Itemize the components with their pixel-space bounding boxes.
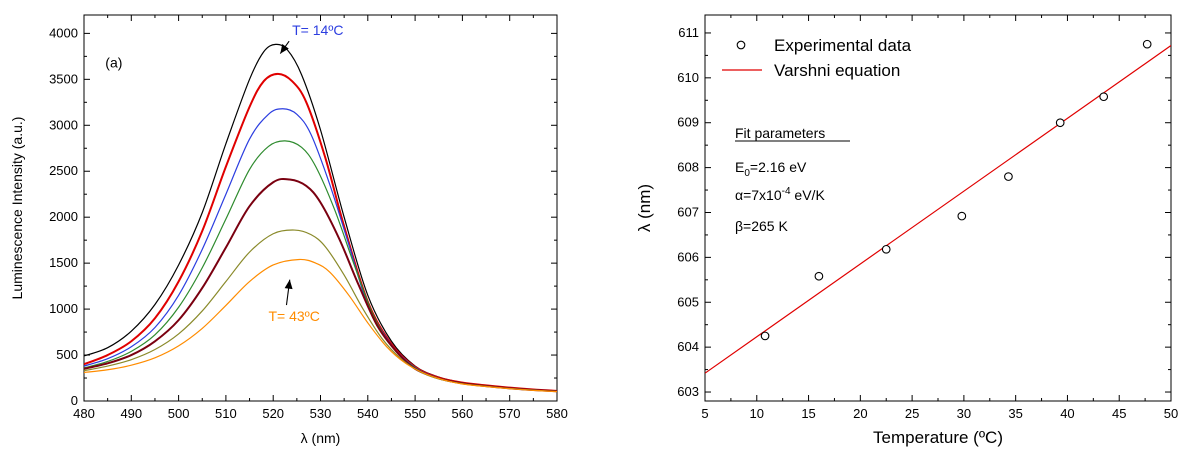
chart-a-y-tick-label: 2000 [49,209,78,224]
chart-b-y-tick-label: 606 [677,249,699,264]
chart-b-data-point [1055,118,1065,128]
chart-b-y-tick-label: 607 [677,204,699,219]
chart-b-data-point [1004,172,1013,181]
chart-a-y-tick-label: 2500 [49,163,78,178]
chart-b-data-point [760,331,770,341]
chart-a-annotation-label-1: T= 14ºC [292,22,343,38]
chart-a-y-tick-label: 0 [71,393,78,408]
chart-b-legend-label-experimental: Experimental data [774,36,912,55]
chart-a-series-line-5 [84,177,557,393]
chart-b-data-point [881,244,891,254]
chart-b-y-tick-label: 610 [677,70,699,85]
chart-b-y-tick-label: 608 [677,160,699,175]
chart-b-x-tick-label: 45 [1112,406,1126,421]
chart-b-param-e0: E0=2.16 eV [735,159,807,179]
chart-b-x-tick-label: 20 [853,406,867,421]
chart-a-y-axis-label: Luminescence Intensity (a.u.) [9,117,25,300]
chart-b-x-tick-label: 35 [1008,406,1022,421]
chart-b-data-point [1142,39,1152,49]
chart-b-param-alpha: α=7x10-4 eV/K [735,186,825,203]
chart-a-x-tick-label: 540 [357,406,379,421]
chart-a-y-tick-label: 3500 [49,71,78,86]
chart-b-series-group [705,39,1171,374]
chart-a-x-tick-label: 550 [404,406,426,421]
chart-a-series-line-6 [84,229,557,393]
chart-b-x-tick-label: 50 [1164,406,1178,421]
chart-b-legend-label-varshni: Varshni equation [774,61,900,80]
chart-b-fit-parameters-title: Fit parameters [735,125,825,141]
chart-b-fit-line [705,45,1171,374]
chart-a-series-line-2 [84,72,557,392]
chart-b-data-point [1099,92,1109,102]
chart-a-y-tick-label: 3000 [49,117,78,132]
chart-a-y-tick-label: 500 [56,347,78,362]
chart-a-y-tick-label: 4000 [49,25,78,40]
chart-a-x-axis-label: λ (nm) [301,430,341,446]
chart-a-annotation-arrowhead-1 [280,43,289,54]
chart-a-x-tick-label: 560 [452,406,474,421]
chart-a-plot-frame [83,14,558,402]
chart-b-y-tick-label: 611 [678,25,699,40]
chart-b-x-tick-label: 5 [701,406,708,421]
chart-a-x-tick-label: 580 [546,406,568,421]
chart-b-y-axis-label: λ (nm) [635,184,654,232]
chart-a-x-tick-label: 530 [310,406,332,421]
chart-a-x-tick-label: 510 [215,406,237,421]
chart-a-annotation-arrowhead-2 [284,279,293,290]
chart-a-annotation-label-2: T= 43ºC [268,308,319,324]
chart-b-x-tick-label: 30 [957,406,971,421]
chart-b-y-tick-label: 605 [677,294,699,309]
chart-a-x-tick-label: 490 [120,406,142,421]
chart-b-x-axis-label: Temperature (ºC) [873,428,1003,447]
chart-b-x-tick-label: 15 [801,406,815,421]
chart-b-param-beta: β=265 K [735,218,788,234]
chart-a-series-line-1 [84,43,557,392]
chart-a-y-tick-label: 1500 [49,255,78,270]
chart-a-panel-label: (a) [105,54,122,70]
chart-a-series-line-3 [84,108,557,392]
chart-a-series-line-7 [84,258,557,393]
chart-a-x-tick-label: 570 [499,406,521,421]
chart-b-legend-marker-experimental [736,40,746,50]
chart-b-x-tick-label: 10 [750,406,764,421]
chart-b-data-point [814,271,824,281]
chart-a-x-tick-label: 500 [168,406,190,421]
chart-a-series-group [84,43,557,393]
chart-b-x-tick-label: 40 [1060,406,1074,421]
chart-a-x-tick-label: 480 [73,406,95,421]
chart-b-y-tick-label: 603 [677,384,699,399]
chart-b-data-point [957,211,967,221]
chart-b-varshni-fit: 5 10 15 20 25 30 35 40 45 50 603 604 605 606 607 608 609… [635,14,1178,447]
chart-b-y-tick-label: 609 [677,115,699,130]
chart-a-y-tick-label: 1000 [49,301,78,316]
chart-b-x-tick-label: 25 [905,406,919,421]
chart-a-x-tick-label: 520 [262,406,284,421]
chart-a-luminescence-spectra: 480 490 500 510 520 530 540 550 560 570 580 0 500 100… [9,14,568,446]
chart-b-y-tick-label: 604 [677,339,699,354]
